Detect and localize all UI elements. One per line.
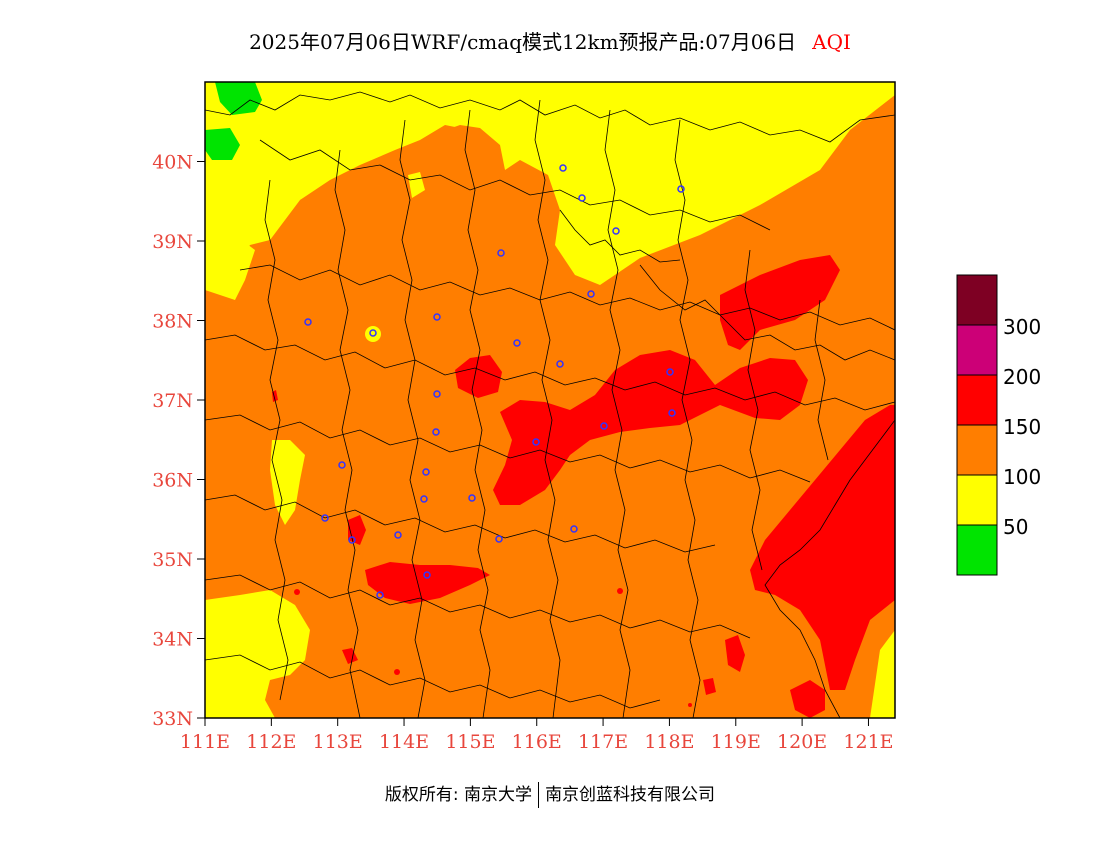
lat-tick-label: 40N [152,152,193,174]
station-marker [556,360,564,368]
aqi-band-0-50 [215,82,262,115]
station-marker [600,422,608,430]
lon-tick-label: 115E [445,731,495,753]
station-marker [578,194,586,202]
lat-axis: 33N 34N 35N 36N 37N 38N 39N 40N [152,152,205,730]
station-marker [423,571,431,579]
legend-label: 150 [1003,415,1041,439]
lat-tick-label: 39N [152,231,193,253]
lon-tick-label: 120E [777,731,827,753]
lat-tick-label: 35N [152,549,193,571]
product-label: AQI [812,30,851,54]
lon-tick-label: 114E [379,731,429,753]
lat-tick-label: 34N [152,629,193,651]
station-marker [497,249,505,257]
station-markers [304,164,685,599]
lon-axis: 111E 112E 113E 114E 115E 116E 117E 118E 119E 120E… [180,718,894,753]
station-marker [321,514,329,522]
legend-label: 200 [1003,365,1041,389]
station-marker [532,438,540,446]
copyright-company: 南京创蓝科技有限公司 [545,785,716,805]
lon-tick-label: 118E [644,731,694,753]
lon-tick-label: 111E [180,731,230,753]
station-marker [612,227,620,235]
lat-tick-label: 33N [152,708,193,730]
aqi-legend: 50 100 150 200 300 [956,274,1041,576]
lat-tick-label: 38N [152,311,193,333]
station-marker [376,591,384,599]
station-marker [394,531,402,539]
lat-tick-label: 36N [152,470,193,492]
station-marker [432,428,440,436]
station-marker [304,318,312,326]
legend-swatch [956,324,998,376]
legend-swatch [956,274,998,326]
map-title: 2025年07月06日WRF/cmaq模式12km预报产品:07月06日 AQI [0,26,1100,55]
station-marker [433,313,441,321]
aqi-band-150-200 [455,355,502,398]
legend-label: 50 [1003,515,1028,539]
station-marker [666,368,674,376]
lon-tick-label: 119E [711,731,761,753]
copyright-footer: 版权所有: 南京大学 南京创蓝科技有限公司 [0,780,1100,808]
legend-label: 100 [1003,465,1041,489]
title-text: 2025年07月06日WRF/cmaq模式12km预报产品:07月06日 [249,30,797,54]
legend-swatch [956,424,998,476]
legend-swatch [956,524,998,576]
legend-swatch [956,374,998,426]
station-marker [677,185,685,193]
station-marker [420,495,428,503]
station-marker [668,409,676,417]
station-marker [495,535,503,543]
station-marker [433,390,441,398]
station-marker [468,494,476,502]
lon-tick-label: 116E [512,731,562,753]
lon-tick-label: 113E [313,731,363,753]
footer-separator [538,782,540,808]
lon-tick-label: 121E [843,731,893,753]
station-marker [570,525,578,533]
legend-label: 300 [1003,315,1041,339]
station-marker [559,164,567,172]
station-marker [348,536,356,544]
lon-tick-label: 112E [246,731,296,753]
station-marker [513,339,521,347]
lat-tick-label: 37N [152,390,193,412]
lon-tick-label: 117E [578,731,628,753]
admin-boundaries [205,91,895,718]
station-marker [338,461,346,469]
station-marker [587,290,595,298]
legend-swatch [956,474,998,526]
station-marker [369,329,377,337]
aqi-field [205,82,895,718]
aqi-band-50-100-north [205,82,895,300]
station-marker [422,468,430,476]
copyright-owner: 版权所有: 南京大学 [384,785,533,805]
